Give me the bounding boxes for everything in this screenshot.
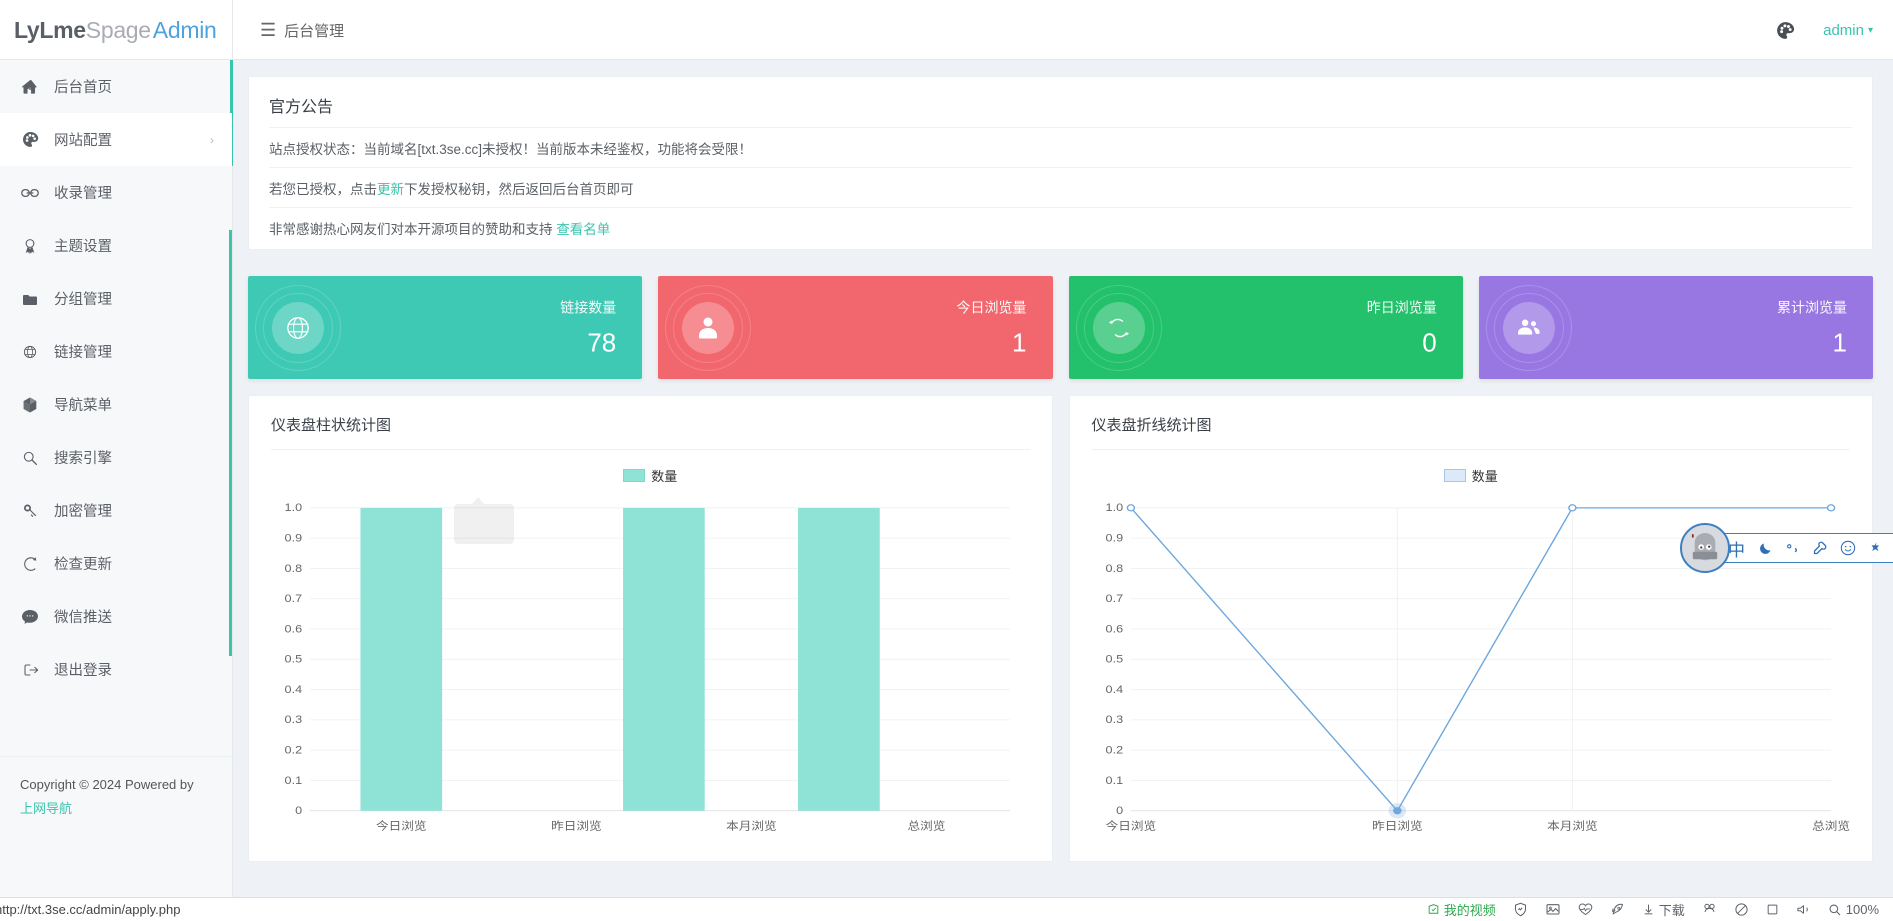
svg-text:0.7: 0.7	[1105, 592, 1123, 605]
svg-text:昨日浏览: 昨日浏览	[1372, 819, 1423, 832]
svg-text:0.2: 0.2	[285, 743, 303, 756]
svg-text:总浏览: 总浏览	[907, 819, 945, 832]
svg-text:0.4: 0.4	[285, 683, 303, 696]
svg-text:0.5: 0.5	[285, 652, 303, 665]
svg-text:0.6: 0.6	[1105, 622, 1123, 635]
svg-text:0.9: 0.9	[285, 531, 303, 544]
svg-text:0.8: 0.8	[1105, 562, 1123, 575]
svg-text:0.6: 0.6	[285, 622, 303, 635]
svg-text:0: 0	[1116, 804, 1123, 817]
svg-text:1.0: 1.0	[285, 501, 303, 514]
svg-text:0.5: 0.5	[1105, 652, 1123, 665]
svg-text:0: 0	[295, 804, 302, 817]
svg-text:0.1: 0.1	[285, 774, 303, 787]
svg-text:1.0: 1.0	[1105, 501, 1123, 514]
svg-text:0.8: 0.8	[285, 562, 303, 575]
svg-text:今日浏览: 今日浏览	[1105, 819, 1156, 832]
svg-text:0.2: 0.2	[1105, 743, 1123, 756]
svg-text:本月浏览: 本月浏览	[1547, 819, 1598, 832]
svg-text:0.3: 0.3	[285, 713, 303, 726]
svg-text:0.7: 0.7	[285, 592, 303, 605]
svg-text:0.9: 0.9	[1105, 531, 1123, 544]
svg-text:今日浏览: 今日浏览	[376, 819, 427, 832]
svg-text:0.1: 0.1	[1105, 774, 1123, 787]
svg-text:本月浏览: 本月浏览	[726, 819, 777, 832]
svg-text:昨日浏览: 昨日浏览	[551, 819, 602, 832]
svg-text:总浏览: 总浏览	[1812, 819, 1850, 832]
svg-text:0.3: 0.3	[1105, 713, 1123, 726]
svg-text:0.4: 0.4	[1105, 683, 1123, 696]
